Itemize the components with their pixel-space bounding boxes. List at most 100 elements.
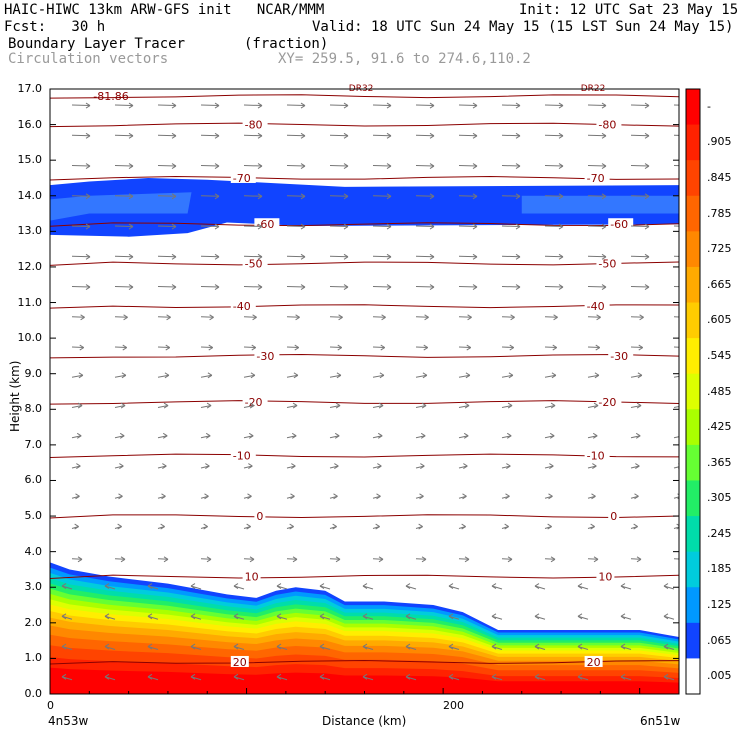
circulation-vector [587,316,601,318]
circulation-vector [544,255,564,258]
circulation-vector [243,195,263,197]
circulation-vector [544,405,556,409]
circulation-vector [673,286,679,288]
circulation-vector [415,405,427,409]
circulation-vector [458,165,478,167]
y-tick-label: 8.0 [24,402,43,416]
circulation-vector [673,255,679,257]
circulation-vector [329,165,349,167]
contour-label: -10 [233,450,251,463]
circulation-vector [673,316,679,318]
circulation-vector [372,286,392,288]
colorbar-label: .005 [707,669,732,683]
circulation-vector [243,255,263,258]
circulation-vector [415,286,435,288]
circulation-vector [630,346,643,349]
contour-label: -60 [610,218,628,231]
circulation-vector [157,286,177,288]
circulation-vector [544,435,555,439]
circulation-vector [157,558,169,560]
circulation-vector [630,195,650,197]
circulation-vector [71,225,91,228]
circulation-vector [372,374,384,378]
colorbar-frame [685,88,701,695]
circulation-vector [286,374,298,378]
circulation-vector [286,286,306,288]
temperature-contour [50,660,679,665]
circulation-vector [114,286,134,288]
colorbar-label: .785 [707,206,732,220]
circulation-vector [673,466,679,469]
x-tick-200: 200 [443,699,464,712]
circulation-vector [501,286,521,288]
contour-label: -20 [598,396,616,409]
temperature-contour [50,400,679,405]
circulation-vector [243,316,257,318]
circulation-vector [587,286,607,288]
circulation-vector [673,406,679,409]
circulation-vector [458,346,471,349]
circulation-vector [114,374,126,378]
colorbar-swatch [686,587,700,624]
circulation-vector [587,134,607,137]
colorbar-label: .425 [707,420,732,434]
temperature-contour [50,122,679,128]
circulation-vector [286,435,297,439]
circulation-vector [114,558,126,560]
circulation-vector [71,286,91,288]
circulation-vector [587,435,598,439]
circulation-vector [372,435,383,439]
circulation-vector [544,286,564,288]
y-tick-label: 16.0 [17,117,43,131]
circulation-vector [501,346,514,349]
colorbar-swatch [686,231,700,268]
colorbar-swatch [686,658,700,695]
colorbar-label: .905 [707,135,732,149]
circulation-vector [329,286,349,288]
colorbar-swatch [686,373,700,410]
y-tick-label: 4.0 [24,544,43,558]
colorbar-swatch [686,551,700,588]
contour-label: -50 [598,257,616,270]
circulation-vector [415,134,435,137]
y-tick-label: 6.0 [24,473,43,487]
y-tick-label: 2.0 [24,615,43,629]
circulation-vector [71,165,91,167]
circulation-vector [630,134,650,137]
contour-label: -10 [587,450,605,463]
circulation-vector [501,405,513,409]
upper-tracer-core-east [521,195,679,214]
circulation-vector [544,374,556,378]
circulation-vector [372,405,384,409]
circulation-vector [114,316,128,318]
circulation-vector [200,346,213,349]
colorbar-swatch [686,338,700,375]
colorbar-swatch [686,622,700,659]
temperature-contour [50,453,679,459]
circulation-vector [243,558,255,560]
circulation-vector [200,104,220,107]
y-tick-label: 17.0 [17,82,43,95]
circulation-vector [372,346,385,349]
circulation-vector [673,375,679,378]
circulation-vector [415,255,435,258]
contour-label: 10 [598,571,612,584]
colorbar-label: .185 [707,562,732,576]
circulation-vector [243,405,255,409]
vectors-label: Circulation vectors [8,51,169,67]
circulation-vector [157,374,169,378]
circulation-vector [114,435,125,439]
circulation-vector [286,195,306,197]
colorbar-label: .665 [707,277,732,291]
circulation-vector [501,134,521,137]
circulation-vector [243,435,254,439]
circulation-vector [243,374,255,378]
circulation-vector [71,316,85,318]
y-tick-label: 7.0 [24,437,43,451]
contour-label: 20 [587,656,601,669]
temperature-contour [50,94,679,99]
circulation-vector [458,195,478,197]
y-tick-label: 3.0 [24,580,43,594]
circulation-vector [673,225,679,227]
circulation-vector [630,435,641,439]
